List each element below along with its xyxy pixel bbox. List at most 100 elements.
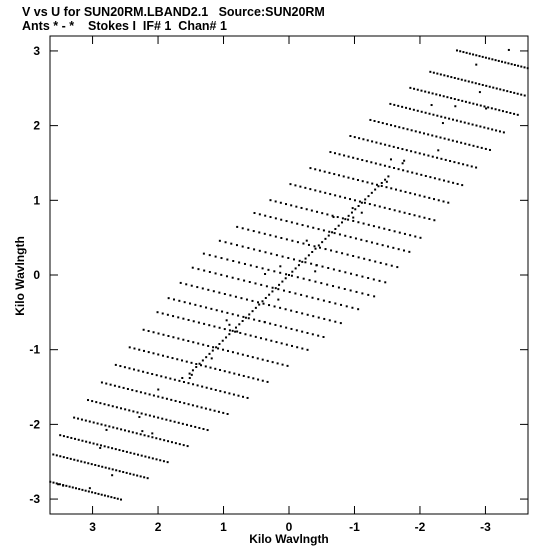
uv-point (100, 493, 103, 496)
uv-point (385, 123, 388, 126)
uv-point (198, 426, 201, 429)
uv-point (178, 379, 181, 382)
uv-point (329, 151, 332, 154)
uv-point (454, 105, 457, 108)
uv-point (244, 316, 247, 319)
uv-point (285, 220, 288, 223)
uv-point (279, 306, 282, 309)
uv-point (408, 213, 411, 216)
uv-point (94, 492, 97, 495)
uv-point (176, 358, 179, 361)
uv-point (270, 339, 273, 342)
uv-point (222, 348, 225, 351)
uv-point (513, 112, 516, 115)
uv-point (362, 138, 365, 141)
uv-point (245, 298, 248, 301)
uv-point (118, 385, 121, 388)
uv-point (133, 347, 136, 350)
uv-point (350, 211, 353, 214)
uv-point (266, 380, 269, 383)
uv-point (394, 125, 397, 128)
uv-point (194, 425, 197, 428)
uv-point (402, 169, 405, 172)
uv-point (228, 323, 231, 326)
uv-point (423, 195, 426, 198)
uv-point (423, 216, 426, 219)
uv-point (393, 209, 396, 212)
uv-point (467, 80, 470, 83)
uv-point (384, 143, 387, 146)
uv-point (401, 162, 404, 165)
uv-point (487, 127, 490, 130)
uv-point (147, 435, 150, 438)
uv-point (287, 256, 290, 259)
uv-point (483, 105, 486, 108)
uv-point (274, 200, 277, 203)
uv-point (182, 444, 185, 447)
uv-point (317, 228, 320, 231)
uv-point (139, 391, 142, 394)
uv-point (151, 436, 154, 439)
uv-point (398, 126, 401, 129)
uv-point (465, 51, 468, 54)
uv-point (230, 242, 233, 245)
uv-point (229, 294, 232, 297)
uv-point (92, 442, 95, 445)
uv-point (314, 247, 317, 250)
uv-point (416, 88, 419, 91)
uv-point (347, 155, 350, 158)
uv-point (260, 283, 263, 286)
uv-point (488, 57, 491, 60)
uv-point (207, 288, 210, 291)
uv-point (258, 303, 261, 306)
uv-point (100, 423, 103, 426)
uv-point (167, 334, 170, 337)
uv-point (352, 177, 355, 180)
uv-point (223, 391, 226, 394)
uv-point (347, 214, 350, 217)
uv-point (208, 270, 211, 273)
uv-point (323, 317, 326, 320)
uv-point (305, 239, 308, 242)
uv-point (431, 92, 434, 95)
uv-point (74, 487, 77, 490)
uv-point (462, 163, 465, 166)
uv-point (204, 365, 207, 368)
uv-point (80, 460, 83, 463)
uv-point (133, 452, 136, 455)
uv-point (453, 76, 456, 79)
uv-point (361, 292, 364, 295)
uv-point (457, 98, 460, 101)
uv-point (238, 373, 241, 376)
uv-point (201, 385, 204, 388)
uv-point (119, 365, 122, 368)
uv-point (212, 346, 215, 349)
uv-point (124, 408, 127, 411)
uv-point (132, 410, 135, 413)
uv-point (273, 270, 276, 273)
uv-point (223, 293, 226, 296)
uv-point (354, 237, 357, 240)
uv-point (284, 308, 287, 311)
uv-point (360, 201, 363, 204)
x-tick-label: 3 (89, 520, 96, 534)
uv-point (104, 424, 107, 427)
uv-point (357, 221, 360, 224)
uv-point (257, 301, 260, 304)
uv-point (385, 186, 388, 189)
uv-point (414, 130, 417, 133)
uv-point (333, 232, 336, 235)
uv-point (281, 280, 284, 283)
uv-point (101, 465, 104, 468)
uv-point (427, 91, 430, 94)
uv-point (466, 164, 469, 167)
uv-point (405, 149, 408, 152)
uv-point (271, 361, 274, 364)
uv-point (307, 243, 310, 246)
uv-point (87, 399, 90, 402)
uv-point (388, 144, 391, 147)
uv-point (261, 379, 264, 382)
uv-point (157, 332, 160, 335)
uv-point (314, 280, 317, 283)
uv-point (444, 158, 447, 161)
